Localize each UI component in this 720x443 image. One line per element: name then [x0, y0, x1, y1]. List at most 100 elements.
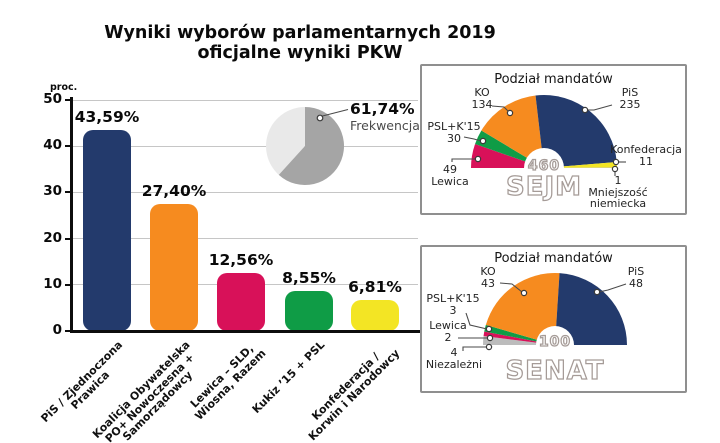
- party-name: PSL+K'15: [426, 292, 480, 305]
- segment-marker-dot: [479, 137, 487, 145]
- senat-label-ko: KO 43: [466, 266, 510, 289]
- pie-leader-line: [322, 108, 349, 117]
- pie-slice-remainder: [266, 107, 305, 175]
- bar-kukiz-15-psl: [285, 291, 333, 331]
- sejm-label-ko: KO 134: [460, 87, 504, 110]
- party-seats: 49: [443, 163, 457, 176]
- senat-chamber-name: SENAT: [505, 356, 605, 386]
- senat-label-niezalezni: 4 Niezależni: [424, 347, 484, 370]
- label-leader-line: [462, 346, 487, 351]
- party-name: PSL+K'15: [427, 120, 481, 133]
- sejm-label-pis: PiS 235: [606, 87, 654, 110]
- y-tick-40: [65, 145, 72, 148]
- bar-koalicja-obywatelska: [150, 204, 198, 331]
- grid-line-40: [72, 145, 418, 147]
- hemicycle-center-hole: [524, 148, 564, 188]
- senat-hemicycle-chart: [458, 272, 627, 364]
- turnout-value-label: 61,74%: [350, 100, 415, 118]
- senat-panel-title: Podział mandatów: [494, 251, 613, 266]
- segment-marker-dot: [612, 158, 620, 166]
- party-name: KO: [474, 86, 490, 99]
- y-tick-label-20: 20: [43, 229, 62, 246]
- party-seats: 1: [614, 174, 622, 187]
- bar-value-label: 6,81%: [348, 277, 402, 296]
- label-leader-line: [463, 136, 482, 142]
- seat-segment-ko: [485, 272, 560, 345]
- segment-marker-dot: [485, 343, 493, 351]
- party-name: PiS: [621, 86, 639, 99]
- segment-marker-dot: [486, 334, 494, 342]
- segment-marker-dot: [474, 155, 482, 163]
- pie-slice-turnout: [278, 107, 345, 185]
- bar-konfederacja: [351, 299, 399, 331]
- y-tick-10: [65, 283, 72, 286]
- turnout-pie-chart: [266, 107, 349, 185]
- sejm-hemicycle-chart: [451, 94, 626, 188]
- sejm-label-mniejszosc: 1 Mniejszość niemiecka: [586, 175, 650, 210]
- label-leader-line: [499, 282, 523, 293]
- party-name: Konfederacja: [610, 143, 682, 156]
- y-tick-30: [65, 191, 72, 194]
- segment-marker-dot: [581, 106, 589, 114]
- label-leader-line: [465, 312, 488, 330]
- party-seats: 235: [619, 97, 641, 111]
- party-name: Lewica: [429, 319, 467, 332]
- hemicycle-center-hole: [536, 326, 574, 364]
- party-name: PiS: [627, 265, 645, 278]
- segment-marker-dot: [611, 165, 619, 173]
- senat-total-seats: 100: [538, 334, 572, 350]
- x-axis: [70, 330, 420, 333]
- page-title: Wyniki wyborów parlamentarnych 2019 ofic…: [80, 23, 520, 63]
- bar-value-label: 43,59%: [74, 107, 140, 126]
- sejm-chamber-name: SEJM: [505, 172, 583, 202]
- party-seats: 134: [471, 97, 493, 111]
- party-seats: 30: [447, 131, 461, 145]
- party-seats: 48: [629, 276, 643, 290]
- y-tick-20: [65, 237, 72, 240]
- sejm-label-psl-k15: PSL+K'15 30: [426, 121, 482, 144]
- grid-line-30: [72, 191, 418, 193]
- party-name: Mniejszość niemiecka: [588, 185, 648, 210]
- label-leader-line: [451, 158, 478, 162]
- pie-marker-dot: [316, 114, 324, 122]
- segment-marker-dot: [520, 289, 528, 297]
- party-seats: 2: [444, 330, 452, 344]
- segment-marker-dot: [593, 288, 601, 296]
- sejm-total-seats: 460: [527, 158, 561, 174]
- seat-segment-ko: [481, 95, 544, 168]
- party-seats: 11: [639, 154, 653, 168]
- y-tick-0: [65, 330, 72, 332]
- y-axis: [70, 97, 73, 333]
- sejm-panel-title: Podział mandatów: [494, 72, 613, 87]
- sejm-label-lewica: 49 Lewica: [428, 164, 472, 187]
- sejm-label-konfederacja: Konfederacja 11: [606, 144, 686, 167]
- page-title-line2: oficjalne wyniki PKW: [197, 42, 403, 63]
- segment-marker-dot: [506, 109, 514, 117]
- segment-marker-dot: [485, 325, 493, 333]
- y-tick-label-50: 50: [43, 91, 62, 107]
- bar-value-label: 8,55%: [282, 269, 336, 288]
- label-leader-line: [598, 283, 627, 293]
- senat-label-psl-k15: PSL+K'15 3: [424, 293, 482, 316]
- bar-value-label: 12,56%: [208, 250, 274, 269]
- page-title-line1: Wyniki wyborów parlamentarnych 2019: [104, 23, 496, 43]
- bar-pis-zjednoczona: [83, 129, 131, 331]
- bar-value-label: 27,40%: [141, 182, 207, 201]
- seat-segment-pis: [555, 273, 627, 345]
- senat-label-lewica: Lewica 2: [424, 320, 472, 343]
- category-line: Korwin i Narodowcy: [305, 346, 402, 443]
- y-tick-label-30: 30: [43, 183, 62, 200]
- party-seats: 4: [450, 346, 458, 359]
- grid-line-50: [72, 99, 418, 101]
- y-tick-label-10: 10: [43, 275, 62, 292]
- y-tick-50: [65, 99, 72, 101]
- seat-segment-pis: [535, 94, 617, 168]
- label-leader-line: [586, 104, 613, 111]
- party-name: KO: [480, 265, 496, 278]
- y-axis-unit-label: proc.: [50, 82, 78, 93]
- label-leader-line: [491, 105, 510, 113]
- y-tick-label-0: 0: [52, 322, 62, 338]
- party-seats: 43: [481, 276, 495, 290]
